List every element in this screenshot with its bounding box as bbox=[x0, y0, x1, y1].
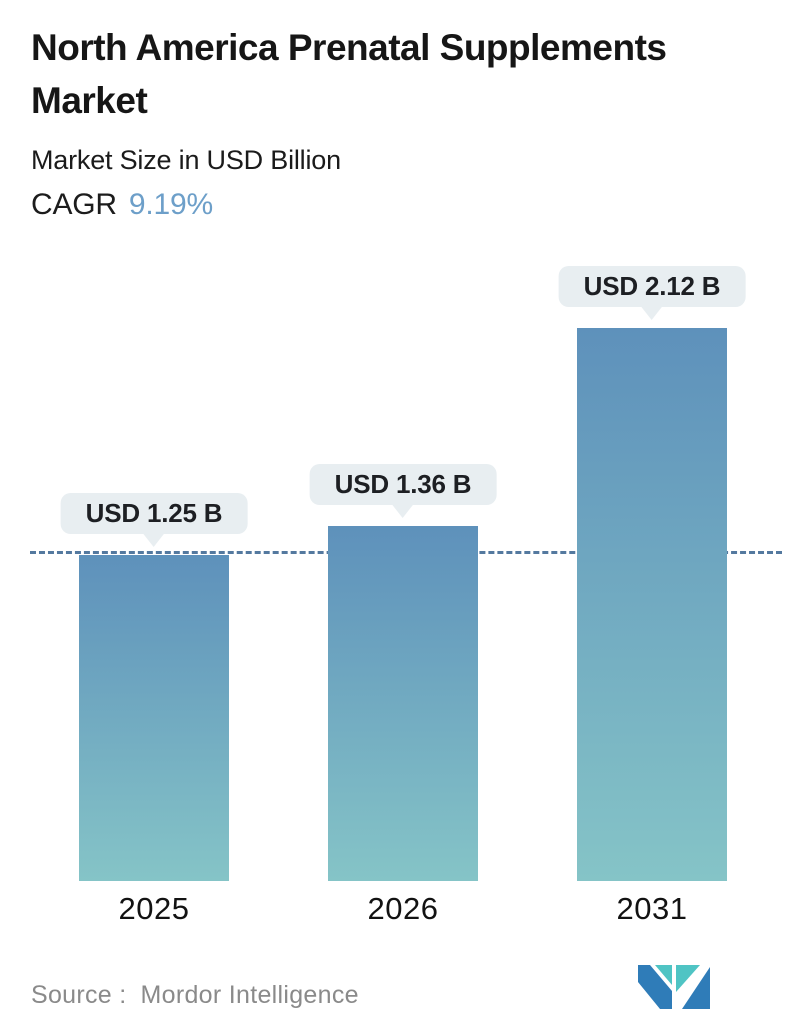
value-bubble-2031: USD 2.12 B bbox=[558, 265, 746, 307]
cagr-value: 9.19% bbox=[128, 188, 213, 222]
chart-title: North America Prenatal Supplements Marke… bbox=[31, 27, 667, 121]
source-label: Source : bbox=[31, 981, 127, 1009]
bar-2025 bbox=[79, 554, 229, 881]
cagr-row: CAGR 9.19% bbox=[31, 188, 771, 222]
axis-label-2025: 2025 bbox=[118, 891, 190, 926]
chart-header: North America Prenatal Supplements Marke… bbox=[31, 22, 771, 222]
axis-label-2031: 2031 bbox=[616, 891, 688, 926]
chart-subtitle: Market Size in USD Billion bbox=[31, 145, 341, 176]
value-bubble-2025: USD 1.25 B bbox=[60, 492, 248, 534]
cagr-label: CAGR bbox=[31, 188, 117, 222]
bar-2031 bbox=[577, 327, 727, 881]
value-bubble-2026: USD 1.36 B bbox=[309, 464, 497, 506]
source-line: Source : Mordor Intelligence bbox=[31, 981, 359, 1010]
source-name: Mordor Intelligence bbox=[140, 981, 359, 1009]
axis-label-2026: 2026 bbox=[367, 891, 439, 926]
bar-2026 bbox=[328, 526, 478, 881]
mordor-intelligence-logo-icon bbox=[638, 965, 710, 1009]
